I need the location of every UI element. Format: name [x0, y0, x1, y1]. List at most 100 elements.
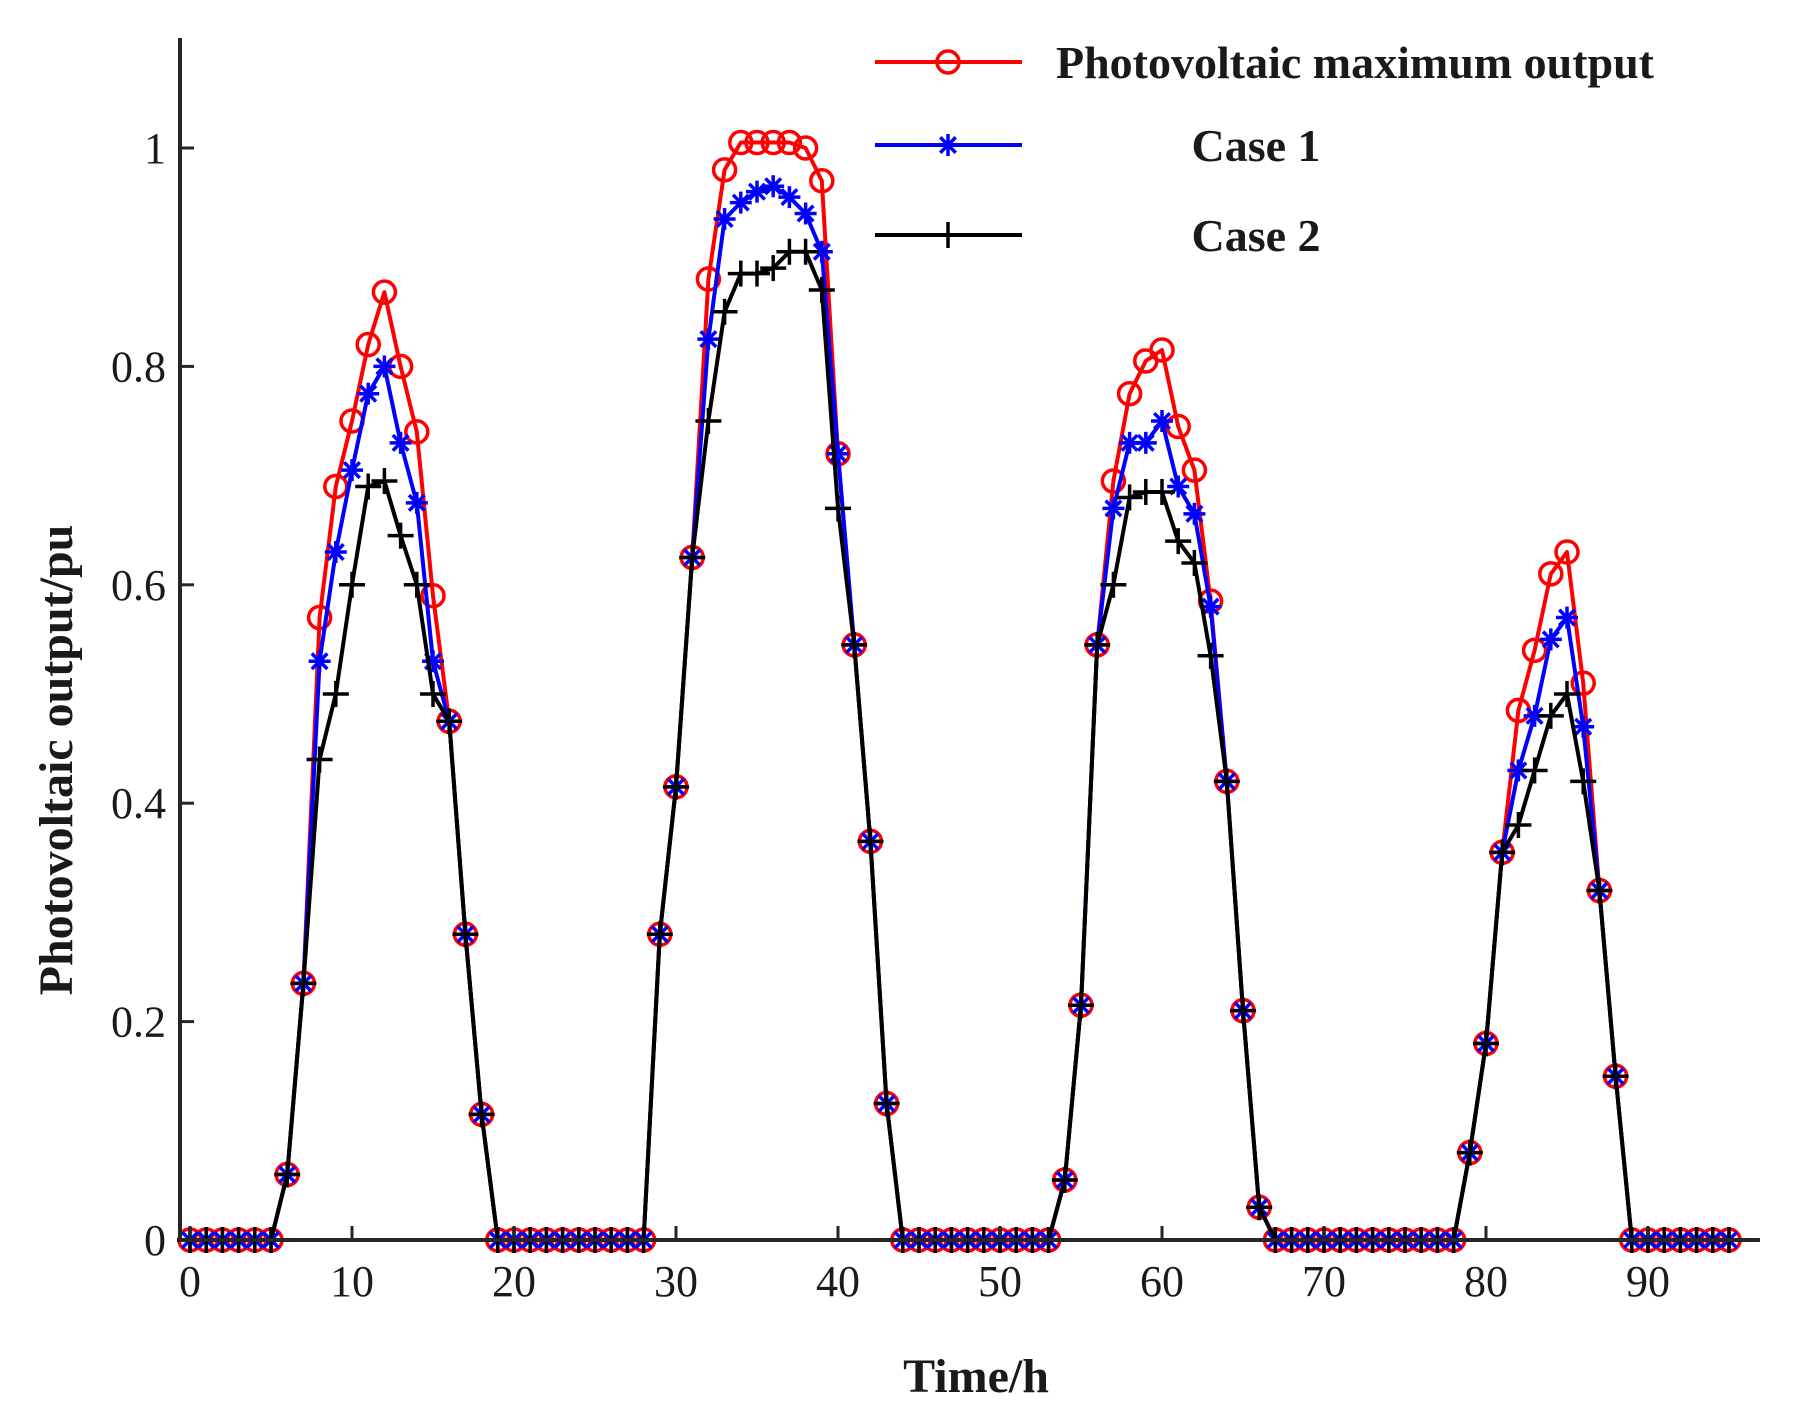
circle-mark [935, 49, 961, 75]
data-point [1602, 1063, 1629, 1090]
data-point [452, 921, 479, 948]
data-point [1570, 670, 1596, 696]
data-point [306, 746, 333, 773]
circle-mark [1570, 670, 1596, 696]
data-point [744, 260, 770, 287]
data-point [746, 180, 768, 203]
data-point [308, 650, 331, 673]
data-point [371, 279, 398, 305]
circle-mark [744, 129, 770, 156]
data-point [403, 571, 430, 598]
series-2 [179, 175, 1740, 1251]
y-tick-label: 0.2 [111, 998, 166, 1047]
data-point [1456, 1139, 1483, 1166]
asterisk-stroke [699, 330, 718, 349]
data-point [468, 1101, 495, 1128]
data-point [387, 522, 414, 549]
data-point [371, 468, 398, 495]
data-point [711, 157, 738, 183]
circle-mark [1149, 337, 1175, 363]
data-point [1213, 768, 1240, 795]
x-axis-title: Time/h [903, 1350, 1049, 1403]
data-point [373, 355, 396, 378]
x-tick-label: 90 [1626, 1257, 1670, 1306]
circle-mark [776, 129, 803, 156]
data-point [405, 491, 428, 514]
legend-label: Case 2 [1191, 210, 1320, 261]
asterisk-stroke [342, 461, 362, 480]
data-point [1151, 410, 1173, 432]
series-line [190, 249, 1729, 1242]
data-point [762, 175, 785, 198]
data-point [1538, 561, 1564, 587]
data-point [1473, 1030, 1499, 1057]
data-point [776, 129, 803, 156]
asterisk-stroke [1525, 706, 1544, 725]
data-point [1521, 757, 1548, 784]
data-point [1199, 595, 1222, 618]
data-point [827, 442, 849, 465]
data-point [420, 582, 446, 609]
circle-mark [1116, 380, 1143, 407]
data-point [1084, 631, 1111, 658]
circle-mark [711, 157, 738, 183]
data-point [695, 408, 722, 434]
data-point [873, 1090, 900, 1117]
y-tick-label: 1 [144, 124, 166, 173]
data-point [760, 255, 787, 282]
data-point [1100, 571, 1127, 598]
x-tick-label: 10 [330, 1257, 374, 1306]
legend-entry: Case 1 [875, 120, 1321, 171]
circle-mark [728, 129, 754, 156]
series-layer [177, 129, 1742, 1253]
circle-mark [371, 279, 398, 305]
data-point [1100, 468, 1127, 494]
legend-marker [935, 49, 961, 75]
data-point [695, 266, 722, 292]
data-point [841, 631, 868, 658]
asterisk-stroke [796, 204, 815, 223]
data-point [357, 382, 380, 405]
data-point [1181, 457, 1208, 483]
data-point [1051, 1166, 1078, 1193]
data-point [341, 459, 363, 482]
x-tick-label: 50 [978, 1257, 1022, 1306]
data-point [1167, 475, 1190, 498]
series-3 [177, 238, 1742, 1253]
x-tick-label: 0 [179, 1257, 201, 1306]
data-point [1586, 877, 1613, 904]
x-tick-label: 30 [654, 1257, 698, 1306]
asterisk-stroke [310, 652, 329, 671]
data-point [389, 431, 412, 454]
data-point [274, 1161, 301, 1188]
asterisk-stroke [1574, 717, 1593, 736]
asterisk-stroke [1136, 433, 1155, 452]
asterisk-stroke [764, 177, 783, 196]
data-point [290, 970, 317, 997]
asterisk-stroke [407, 493, 426, 512]
data-point [339, 571, 365, 598]
y-tick-label: 0.6 [111, 561, 166, 610]
data-point [1183, 502, 1206, 525]
x-tick-label: 20 [492, 1257, 536, 1306]
data-point [1554, 539, 1580, 565]
data-point [322, 681, 349, 707]
data-point [355, 473, 382, 500]
asterisk-stroke [391, 433, 410, 452]
asterisk-stroke [1557, 608, 1577, 627]
axes-layer: 0 10 20 30 40 50 60 70 80 90 0 0.2 0.4 0.6 0.8 1 [111, 38, 1760, 1306]
legend: Photovoltaic maximum output Case 1 Case 2 [875, 37, 1655, 261]
asterisk-stroke [375, 357, 394, 376]
y-tick-label: 0.4 [111, 779, 166, 828]
data-point [1507, 759, 1530, 782]
asterisk-stroke [1185, 504, 1204, 523]
asterisk-stroke [715, 209, 734, 228]
data-point [355, 331, 381, 358]
circle-mark [1538, 561, 1564, 587]
data-point [1102, 497, 1125, 520]
data-point [729, 191, 752, 214]
data-point [760, 129, 786, 156]
x-tick-label: 80 [1464, 1257, 1508, 1306]
circle-mark [809, 168, 835, 194]
